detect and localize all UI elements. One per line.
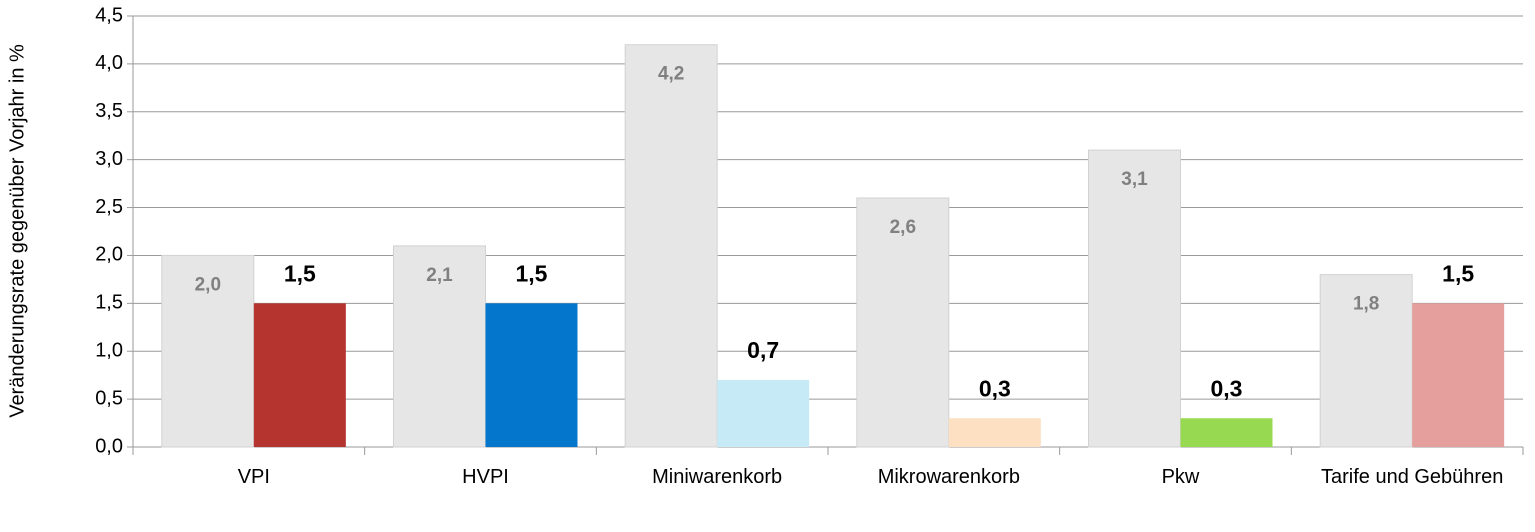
value-label: 1,5 [284,260,316,286]
bar [717,379,810,447]
value-label: 4,2 [658,64,684,85]
y-tick-label: 1,0 [95,340,123,362]
y-tick-label: 2,0 [95,244,123,266]
y-tick-label: 2,5 [95,196,123,218]
x-tick-label: HVPI [462,466,509,488]
bar [624,44,718,448]
bar [948,418,1041,447]
x-tick-label: Pkw [1161,466,1200,488]
x-tick-label: VPI [237,466,270,488]
bar [485,303,578,447]
bar [161,254,255,448]
bar [856,197,950,448]
y-tick-label: 3,0 [95,148,123,170]
x-tick-label: Mikrowarenkorb [877,466,1020,488]
value-label: 2,6 [890,217,916,238]
bar [1088,149,1181,448]
value-label: 2,0 [195,274,221,295]
y-tick-label: 0,0 [95,435,123,457]
x-tick-label: Miniwarenkorb [652,466,783,488]
value-label: 1,5 [516,260,548,286]
value-label: 1,8 [1353,294,1379,315]
bar [393,245,486,448]
bar [1319,274,1413,448]
bar [253,303,346,447]
y-tick-label: 0,5 [95,387,123,409]
value-label: 1,5 [1442,260,1474,286]
bar [1412,303,1505,447]
x-tick-label: Tarife und Gebühren [1320,466,1504,488]
value-label: 3,1 [1121,169,1148,190]
y-axis-label: Veränderungsrate gegenüber Vorjahr in % [6,44,28,418]
bar [1180,418,1273,447]
y-tick-label: 3,5 [95,100,123,122]
y-tick-label: 4,5 [95,4,123,26]
y-tick-label: 4,0 [95,52,123,74]
value-label: 0,3 [1211,375,1243,401]
value-label: 2,1 [426,265,453,286]
y-tick-label: 1,5 [95,292,123,314]
value-label: 0,3 [979,375,1011,401]
value-label: 0,7 [747,337,779,363]
